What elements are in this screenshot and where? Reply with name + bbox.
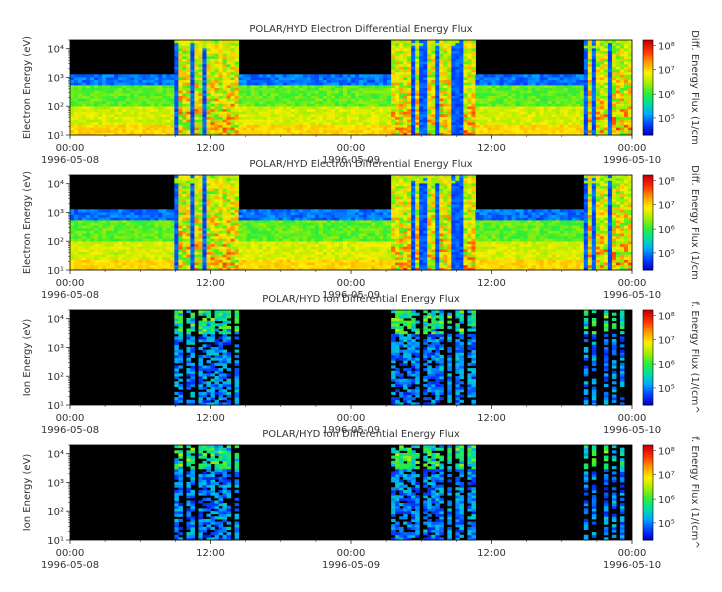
y-tick-label: 10⁴ xyxy=(47,450,64,461)
panel-2: POLAR/HYD Electron Differential Energy F… xyxy=(22,159,700,301)
colorbar-tick-label: 10⁷ xyxy=(658,470,675,481)
colorbar-tick-label: 10⁸ xyxy=(658,312,675,323)
x-tick-label: 12:00 xyxy=(196,548,225,559)
y-tick-label: 10⁴ xyxy=(47,45,64,56)
spectrogram xyxy=(70,175,633,271)
x-tick-label: 00:00 xyxy=(337,413,366,424)
y-tick-label: 10⁴ xyxy=(47,315,64,326)
colorbar: 10⁵ 10⁶ 10⁷ 10⁸ f. Energy Flux (1/(cm^ xyxy=(642,436,700,549)
colorbar: 10⁵ 10⁶ 10⁷ 10⁸ f. Energy Flux (1/(cm^ xyxy=(642,301,700,414)
x-date-label: 1996-05-10 xyxy=(603,425,661,436)
colorbar-label: f. Energy Flux (1/(cm^ xyxy=(689,301,700,413)
x-date-label: 1996-05-08 xyxy=(41,290,99,301)
colorbar-frame xyxy=(642,309,654,406)
x-tick-label: 12:00 xyxy=(477,143,506,154)
y-tick-label: 10¹ xyxy=(47,401,64,412)
colorbar-tick-label: 10⁵ xyxy=(658,114,675,125)
colorbar-tick-label: 10⁶ xyxy=(658,90,675,101)
y-axis-label: Electron Energy (eV) xyxy=(22,171,33,274)
colorbar-frame xyxy=(642,444,654,541)
panel-4: POLAR/HYD Ion Differential Energy Flux 10… xyxy=(22,429,700,571)
y-axis-label: Ion Energy (eV) xyxy=(22,319,33,397)
plot-area xyxy=(70,445,632,540)
panel-title: POLAR/HYD Electron Differential Energy F… xyxy=(249,24,472,35)
colorbar-tick-label: 10⁵ xyxy=(658,249,675,260)
x-tick-label: 12:00 xyxy=(477,548,506,559)
x-date-label: 1996-05-10 xyxy=(603,155,661,166)
plot-area xyxy=(70,310,632,405)
x-tick-label: 00:00 xyxy=(618,413,647,424)
y-tick-label: 10³ xyxy=(47,208,64,219)
y-tick-label: 10³ xyxy=(47,73,64,84)
colorbar-tick-label: 10⁶ xyxy=(658,225,675,236)
x-date-label: 1996-05-08 xyxy=(41,425,99,436)
x-date-label: 1996-05-09 xyxy=(322,560,380,571)
colorbar-frame xyxy=(642,39,654,136)
colorbar-label: Diff. Energy Flux (1/cm xyxy=(689,165,700,280)
colorbar-tick-label: 10⁵ xyxy=(658,384,675,395)
y-axis-label: Electron Energy (eV) xyxy=(22,36,33,139)
spectrogram xyxy=(174,445,625,541)
y-tick-label: 10² xyxy=(47,372,64,383)
colorbar-tick-label: 10⁸ xyxy=(658,177,675,188)
y-tick-label: 10³ xyxy=(47,478,64,489)
x-tick-label: 00:00 xyxy=(618,143,647,154)
colorbar-tick-label: 10⁸ xyxy=(658,42,675,53)
y-axis-label: Ion Energy (eV) xyxy=(22,454,33,532)
colorbar-tick-label: 10⁶ xyxy=(658,360,675,371)
x-date-label: 1996-05-09 xyxy=(322,425,380,436)
colorbar-tick-label: 10⁷ xyxy=(658,65,675,76)
colorbar: 10⁵ 10⁶ 10⁷ 10⁸ Diff. Energy Flux (1/cm xyxy=(642,165,700,280)
x-tick-label: 00:00 xyxy=(618,548,647,559)
x-tick-label: 00:00 xyxy=(56,413,85,424)
colorbar-tick-label: 10⁷ xyxy=(658,200,675,211)
x-date-label: 1996-05-09 xyxy=(322,155,380,166)
x-tick-label: 12:00 xyxy=(196,413,225,424)
colorbar-tick-label: 10⁶ xyxy=(658,495,675,506)
panel-title: POLAR/HYD Ion Differential Energy Flux xyxy=(262,294,460,305)
colorbar-label: Diff. Energy Flux (1/cm xyxy=(689,30,700,145)
x-date-label: 1996-05-10 xyxy=(603,290,661,301)
panel-3: POLAR/HYD Ion Differential Energy Flux 10… xyxy=(22,294,700,436)
colorbar: 10⁵ 10⁶ 10⁷ 10⁸ Diff. Energy Flux (1/cm xyxy=(642,30,700,145)
y-tick-label: 10² xyxy=(47,237,64,248)
x-date-label: 1996-05-08 xyxy=(41,155,99,166)
x-date-label: 1996-05-09 xyxy=(322,290,380,301)
y-tick-label: 10² xyxy=(47,102,64,113)
x-tick-label: 00:00 xyxy=(337,143,366,154)
x-date-label: 1996-05-10 xyxy=(603,560,661,571)
colorbar-tick-label: 10⁵ xyxy=(658,519,675,530)
x-tick-label: 12:00 xyxy=(196,278,225,289)
x-tick-label: 00:00 xyxy=(56,548,85,559)
y-tick-label: 10¹ xyxy=(47,536,64,547)
x-tick-label: 12:00 xyxy=(477,413,506,424)
colorbar-label: f. Energy Flux (1/(cm^ xyxy=(689,436,700,548)
y-tick-label: 10⁴ xyxy=(47,180,64,191)
colorbar-tick-label: 10⁸ xyxy=(658,447,675,458)
spectrogram xyxy=(174,310,625,406)
y-tick-label: 10¹ xyxy=(47,266,64,277)
x-tick-label: 12:00 xyxy=(196,143,225,154)
y-tick-label: 10¹ xyxy=(47,131,64,142)
panel-1: POLAR/HYD Electron Differential Energy F… xyxy=(22,24,700,166)
x-tick-label: 00:00 xyxy=(618,278,647,289)
x-tick-label: 00:00 xyxy=(337,548,366,559)
colorbar-frame xyxy=(642,174,654,271)
x-tick-label: 00:00 xyxy=(56,278,85,289)
x-date-label: 1996-05-08 xyxy=(41,560,99,571)
y-tick-label: 10³ xyxy=(47,343,64,354)
panel-title: POLAR/HYD Electron Differential Energy F… xyxy=(249,159,472,170)
colorbar-tick-label: 10⁷ xyxy=(658,335,675,346)
y-tick-label: 10² xyxy=(47,507,64,518)
x-tick-label: 00:00 xyxy=(56,143,85,154)
x-tick-label: 00:00 xyxy=(337,278,366,289)
x-tick-label: 12:00 xyxy=(477,278,506,289)
panel-title: POLAR/HYD Ion Differential Energy Flux xyxy=(262,429,460,440)
spectrogram xyxy=(70,40,633,136)
